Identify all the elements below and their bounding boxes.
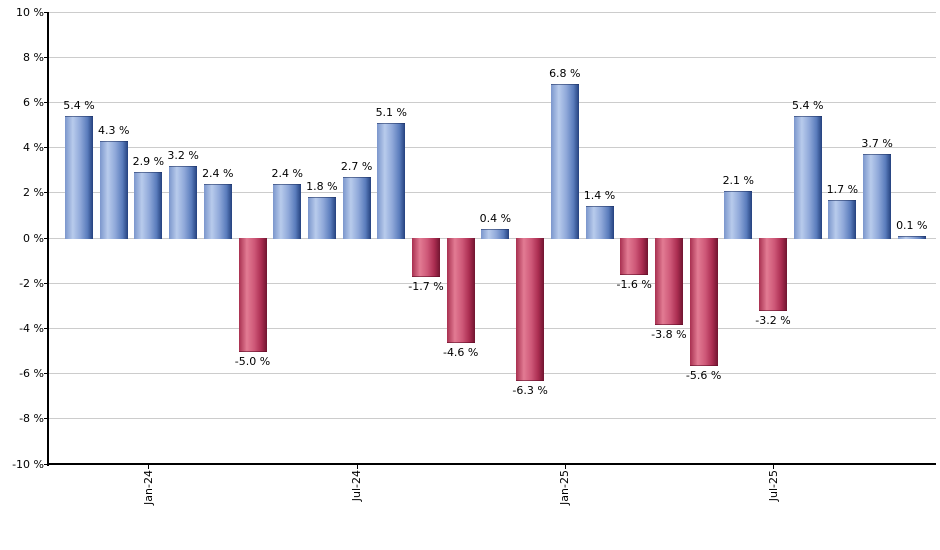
bar <box>238 238 267 352</box>
y-axis-tick-mark <box>44 192 48 194</box>
bar-value-label: 2.4 % <box>271 166 303 180</box>
x-axis-tick-label: Jul-24 <box>350 470 364 516</box>
y-axis-tick-mark <box>44 11 48 13</box>
bar-value-label: 2.9 % <box>132 155 165 169</box>
x-axis-tick-label: Jan-25 <box>558 470 572 516</box>
gridline <box>48 192 936 194</box>
y-axis-tick-mark <box>44 463 48 465</box>
bar-value-label: 0.1 % <box>896 218 928 232</box>
bar <box>307 197 336 239</box>
bar <box>828 199 857 239</box>
bar <box>863 154 892 239</box>
bar <box>620 238 649 276</box>
gridline <box>48 418 936 420</box>
x-axis-tick-mark <box>148 465 150 469</box>
gridline <box>48 11 936 13</box>
bar-value-label: 3.2 % <box>167 148 199 162</box>
bar <box>99 140 128 239</box>
bar <box>65 115 93 239</box>
bar <box>654 238 683 325</box>
bar-value-label: 5.4 % <box>63 98 95 112</box>
bar-value-label: 0.4 % <box>479 211 512 225</box>
gridline <box>48 373 936 375</box>
y-axis-tick-mark <box>44 418 48 420</box>
y-axis-tick-mark <box>44 56 48 58</box>
bar-value-label: 1.7 % <box>826 182 859 196</box>
y-axis-tick-mark <box>44 237 48 239</box>
bar-value-label: -5.6 % <box>685 368 722 382</box>
gridline <box>48 282 936 284</box>
gridline <box>48 147 936 149</box>
bar-value-label: -1.7 % <box>408 280 444 294</box>
bar <box>203 183 232 239</box>
x-axis-tick-label: Jan-24 <box>142 470 156 516</box>
bar <box>759 238 787 312</box>
x-axis-tick-label-text: Jan-24 <box>141 470 155 505</box>
x-axis-tick-mark <box>356 465 358 469</box>
x-axis-line <box>47 463 936 465</box>
y-axis-tick-label: 0 % <box>23 231 44 245</box>
y-axis-tick-label: 4 % <box>23 141 44 155</box>
bar-value-label: -1.6 % <box>616 278 652 292</box>
y-axis-tick-mark <box>44 327 48 329</box>
y-axis-tick-label: -4 % <box>19 321 44 335</box>
bar <box>377 122 406 239</box>
bar-value-label: 2.7 % <box>340 159 373 173</box>
gridline <box>48 101 936 103</box>
bar <box>689 238 718 366</box>
y-axis-line <box>47 12 49 466</box>
bar-value-label: -6.3 % <box>512 384 548 398</box>
bar-value-label: 5.4 % <box>791 98 824 112</box>
y-axis-tick-mark <box>44 101 48 103</box>
bar <box>897 235 926 239</box>
x-axis-tick-label-text: Jul-24 <box>350 470 364 502</box>
bar <box>412 238 440 278</box>
bar <box>273 183 302 239</box>
x-axis-tick-label-text: Jul-25 <box>766 470 780 502</box>
y-axis-tick-label: 8 % <box>23 50 44 64</box>
y-axis-tick-label: -8 % <box>19 412 44 426</box>
x-axis-tick-label: Jul-25 <box>767 470 781 516</box>
bar <box>446 238 475 343</box>
x-axis-tick-mark <box>564 465 566 469</box>
x-axis-tick-label-text: Jan-25 <box>558 470 572 505</box>
bar <box>342 176 371 239</box>
y-axis-tick-label: -10 % <box>12 457 44 471</box>
gridline <box>48 56 936 58</box>
x-axis-tick-mark <box>773 465 774 469</box>
bar <box>550 84 579 239</box>
y-axis-tick-label: -6 % <box>19 367 44 381</box>
bar-value-label: 4.3 % <box>97 123 130 137</box>
bar-value-label: -3.2 % <box>755 314 791 328</box>
bar-value-label: 6.8 % <box>549 67 581 81</box>
bar-value-label: 1.4 % <box>583 189 616 203</box>
y-axis-tick-mark <box>44 373 48 375</box>
bar-value-label: 2.4 % <box>202 166 234 180</box>
bar <box>585 206 614 239</box>
bar <box>724 190 753 239</box>
bar-value-label: -3.8 % <box>651 327 687 341</box>
bar <box>134 172 163 239</box>
y-axis-tick-label: 6 % <box>23 95 44 109</box>
bar-value-label: 1.8 % <box>306 180 338 194</box>
bar <box>481 228 510 239</box>
y-axis-tick-mark <box>44 282 48 284</box>
bar-value-label: 5.1 % <box>375 105 408 119</box>
y-axis-tick-label: 2 % <box>23 186 44 200</box>
bar <box>516 238 545 382</box>
y-axis-tick-label: 10 % <box>16 5 44 19</box>
y-axis-tick-label: -2 % <box>19 276 44 290</box>
bar-value-label: -5.0 % <box>234 355 271 368</box>
bar-value-label: -4.6 % <box>442 345 479 359</box>
bar <box>793 115 822 239</box>
gridline <box>48 327 936 329</box>
bar-value-label: 3.7 % <box>861 137 893 151</box>
y-axis-tick-mark <box>44 147 48 149</box>
bar <box>169 165 198 239</box>
bar-value-label: 2.1 % <box>722 173 755 187</box>
